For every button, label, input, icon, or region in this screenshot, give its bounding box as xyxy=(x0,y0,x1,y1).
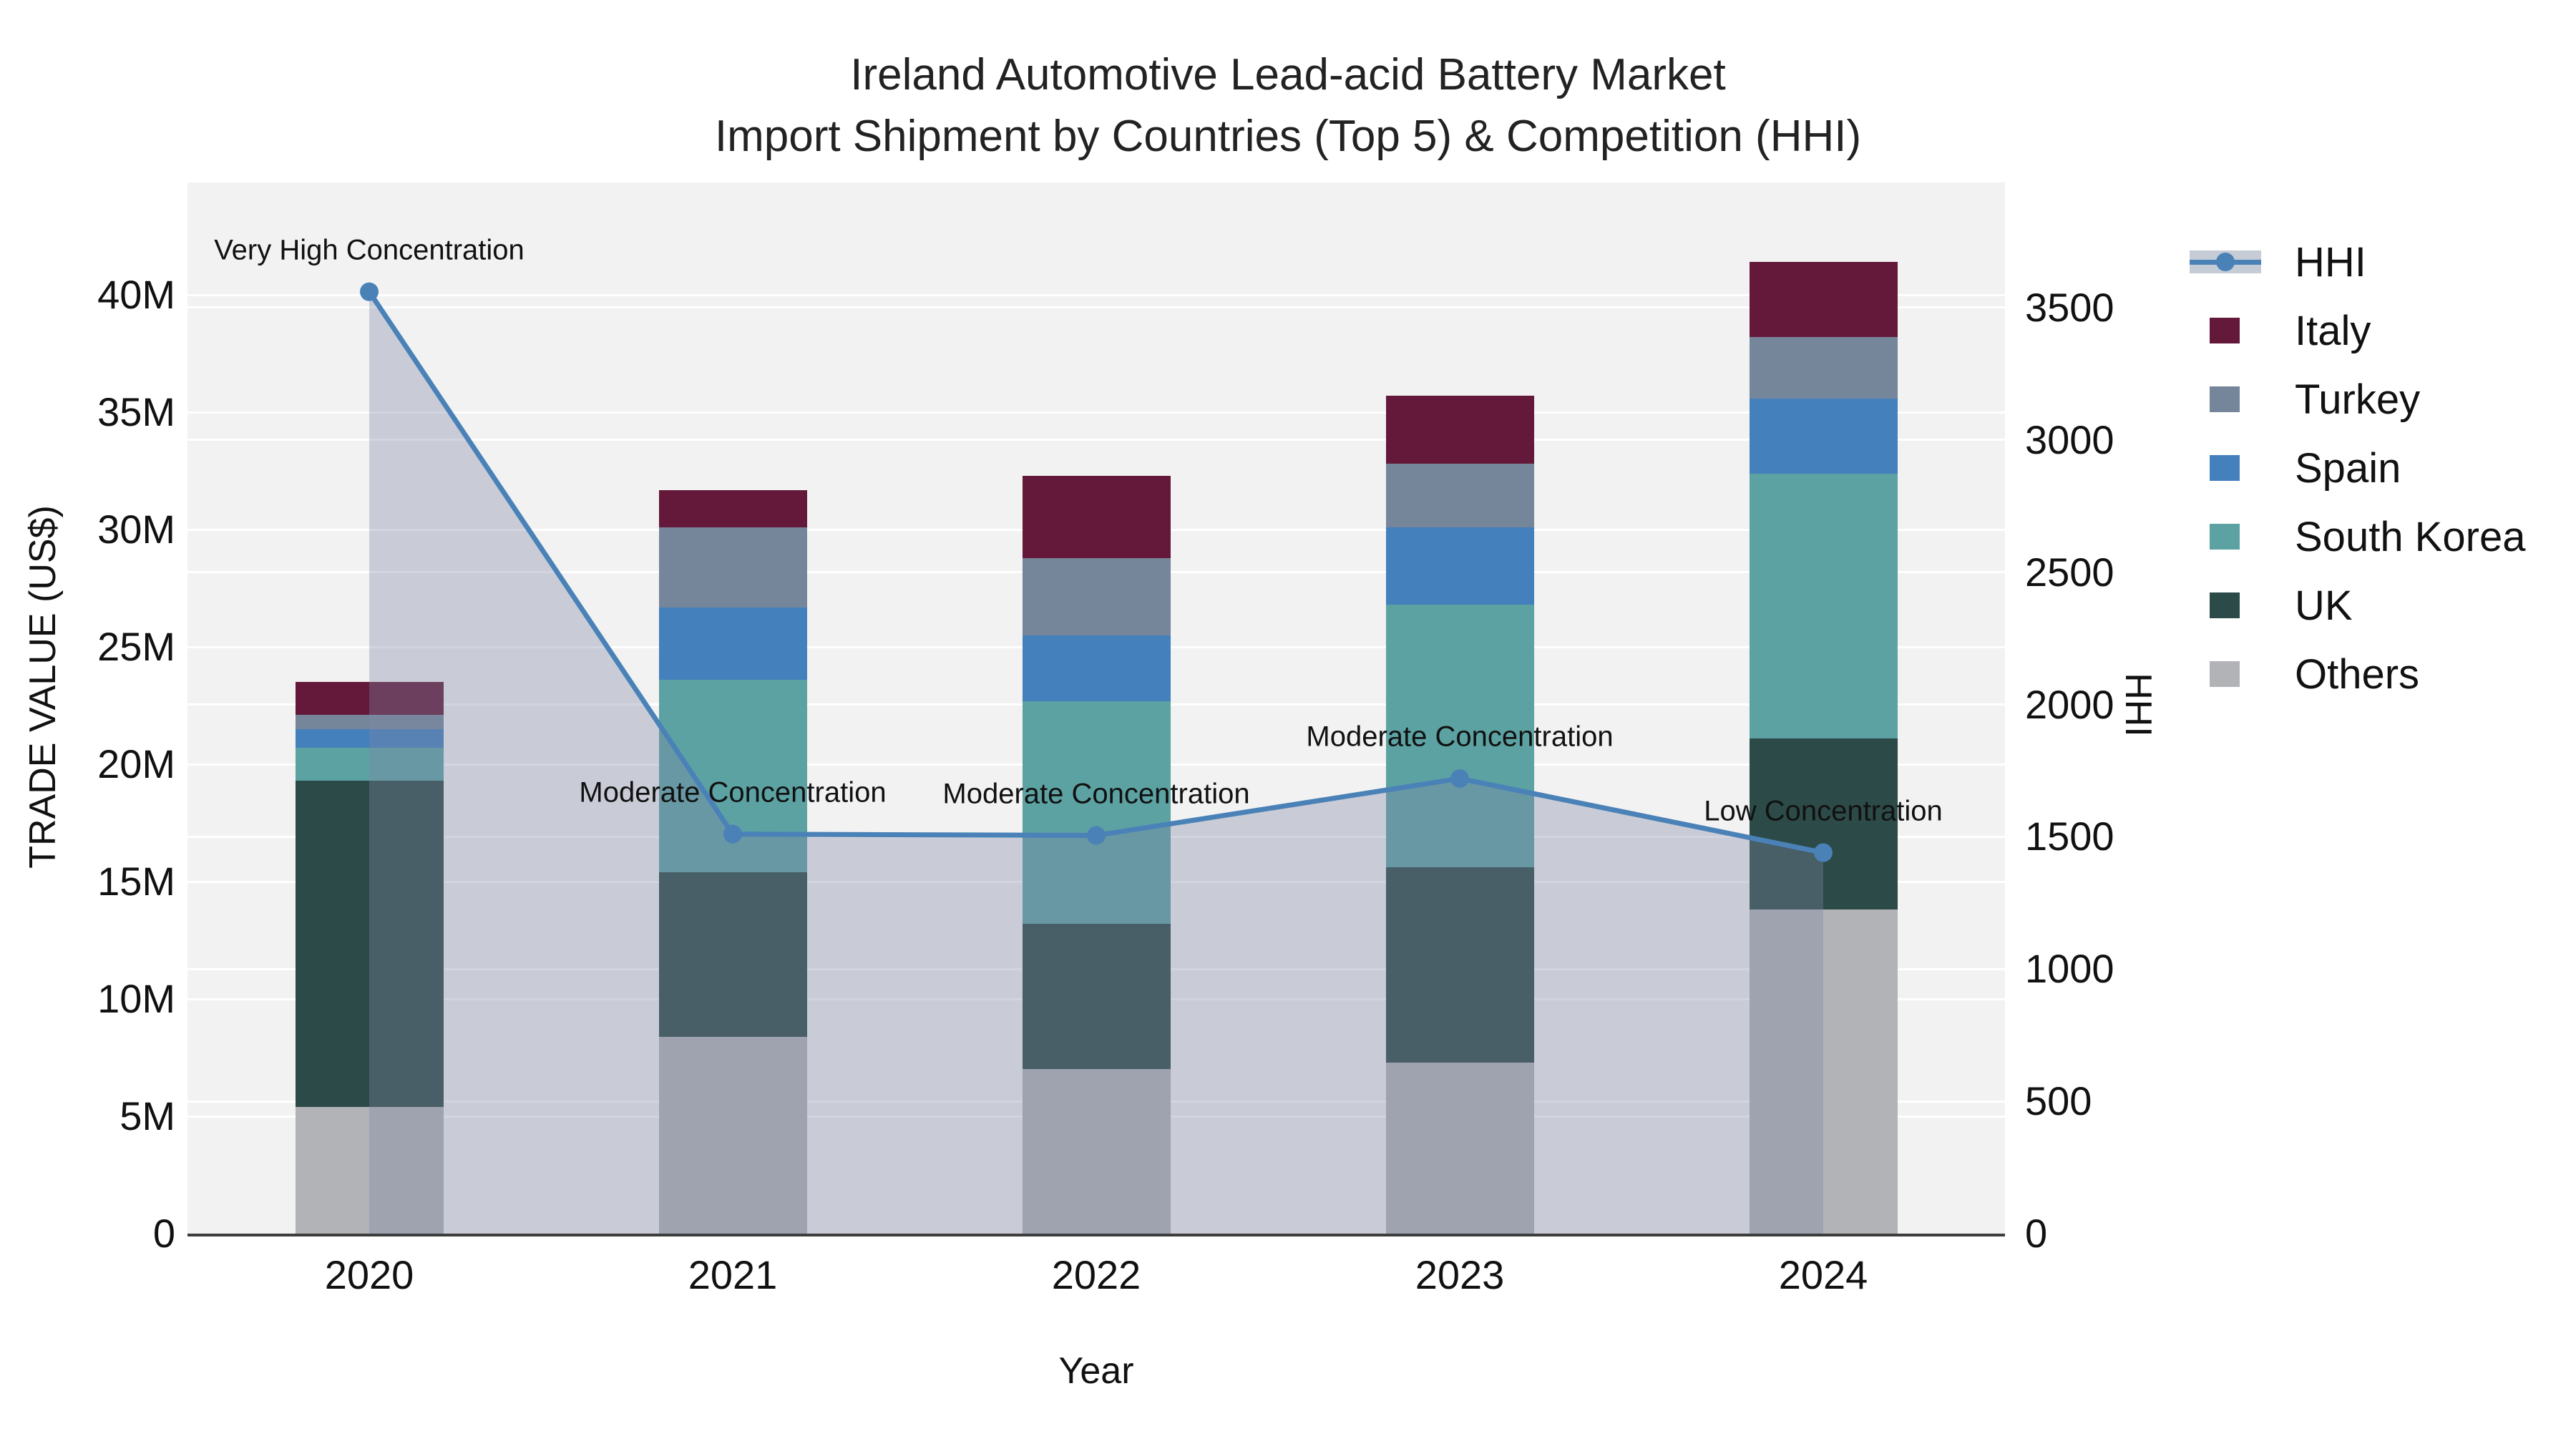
legend-label: South Korea xyxy=(2295,513,2526,560)
right-tick-1500: 1500 xyxy=(2025,814,2114,859)
right-tick-2000: 2000 xyxy=(2025,681,2114,727)
x-tick-2022: 2022 xyxy=(1051,1252,1141,1297)
left-tick-20M: 20M xyxy=(97,741,175,787)
bar-segment-turkey-2023 xyxy=(1385,464,1534,527)
legend-label: UK xyxy=(2295,582,2353,629)
bar-segment-spain-2022 xyxy=(1022,635,1171,701)
left-tick-0: 0 xyxy=(152,1211,175,1256)
bar-segment-spain-2021 xyxy=(658,607,807,680)
left-axis-title: TRADE VALUE (US$) xyxy=(22,505,64,869)
bar-segment-uk-2020 xyxy=(295,781,444,1107)
bar-segment-uk-2021 xyxy=(658,872,807,1037)
right-tick-2500: 2500 xyxy=(2025,549,2114,595)
bar-segment-others-2021 xyxy=(658,1036,807,1234)
legend-label: Turkey xyxy=(2295,376,2421,423)
bar-segment-uk-2022 xyxy=(1022,924,1171,1070)
left-tick-35M: 35M xyxy=(97,389,175,435)
x-axis-title: Year xyxy=(1058,1350,1134,1392)
right-tick-0: 0 xyxy=(2025,1211,2048,1256)
chart-title-line2: Import Shipment by Countries (Top 5) & C… xyxy=(714,112,1862,161)
legend-swatch-col xyxy=(2190,524,2279,550)
bar-segment-south-korea-2022 xyxy=(1022,701,1171,924)
x-tick-2024: 2024 xyxy=(1778,1252,1868,1297)
right-tick-3000: 3000 xyxy=(2025,416,2114,462)
bar-segment-others-2022 xyxy=(1022,1069,1171,1234)
right-tick-500: 500 xyxy=(2025,1078,2092,1124)
left-tick-25M: 25M xyxy=(97,624,175,670)
annotation-2022: Moderate Concentration xyxy=(942,778,1250,810)
legend-item-others[interactable]: Others xyxy=(2190,640,2525,708)
legend-color-swatch-icon xyxy=(2210,592,2240,618)
bar-segment-others-2023 xyxy=(1385,1062,1534,1234)
bar-segment-turkey-2020 xyxy=(295,715,444,729)
annotation-2021: Moderate Concentration xyxy=(579,776,887,809)
bar-segment-italy-2021 xyxy=(658,489,807,527)
legend: HHI Italy Turkey Spain South Korea UK Others xyxy=(2190,228,2525,708)
chart-title-line1: Ireland Automotive Lead-acid Battery Mar… xyxy=(850,50,1726,99)
bar-segment-south-korea-2020 xyxy=(295,748,444,781)
right-axis-title: HHI xyxy=(2117,673,2159,737)
left-tick-5M: 5M xyxy=(119,1093,175,1139)
bar-segment-spain-2024 xyxy=(1749,398,1898,474)
legend-swatch-col xyxy=(2190,250,2279,273)
legend-swatch-col xyxy=(2190,455,2279,481)
x-tick-2020: 2020 xyxy=(324,1252,414,1297)
annotation-2023: Moderate Concentration xyxy=(1306,721,1614,753)
bar-segment-italy-2020 xyxy=(295,682,444,716)
legend-swatch-col xyxy=(2190,318,2279,343)
bar-segment-others-2020 xyxy=(295,1106,444,1234)
bar-segment-italy-2023 xyxy=(1385,396,1534,464)
left-tick-10M: 10M xyxy=(97,976,175,1022)
gridline-right xyxy=(187,306,2005,309)
legend-color-swatch-icon xyxy=(2210,386,2240,412)
bar-segment-others-2024 xyxy=(1749,909,1898,1234)
legend-item-turkey[interactable]: Turkey xyxy=(2190,365,2525,434)
hhi-point-2020 xyxy=(360,282,379,301)
left-tick-30M: 30M xyxy=(97,507,175,552)
legend-color-swatch-icon xyxy=(2210,524,2240,550)
left-tick-15M: 15M xyxy=(97,859,175,904)
legend-item-italy[interactable]: Italy xyxy=(2190,296,2525,365)
legend-item-hhi[interactable]: HHI xyxy=(2190,228,2525,296)
annotation-2024: Low Concentration xyxy=(1704,795,1943,827)
bar-segment-italy-2024 xyxy=(1749,262,1898,338)
bar-segment-spain-2023 xyxy=(1385,527,1534,605)
legend-color-swatch-icon xyxy=(2210,455,2240,481)
annotation-2020: Very High Concentration xyxy=(214,234,525,266)
legend-swatch-col xyxy=(2190,661,2279,687)
legend-item-south-korea[interactable]: South Korea xyxy=(2190,502,2525,571)
right-tick-1000: 1000 xyxy=(2025,946,2114,992)
x-tick-2023: 2023 xyxy=(1415,1252,1505,1297)
bar-segment-south-korea-2024 xyxy=(1749,473,1898,739)
legend-label: Italy xyxy=(2295,307,2371,354)
left-tick-40M: 40M xyxy=(97,272,175,318)
bar-segment-italy-2022 xyxy=(1022,475,1171,558)
gridline-left xyxy=(187,411,2005,414)
plot-area: Very High Concentration Moderate Concentr… xyxy=(187,182,2005,1236)
hhi-swatch-dot xyxy=(2216,253,2235,271)
gridline-left xyxy=(187,293,2005,296)
legend-label: Others xyxy=(2295,650,2420,698)
legend-item-spain[interactable]: Spain xyxy=(2190,434,2525,502)
hhi-line-swatch-icon xyxy=(2190,250,2261,273)
gridline-right xyxy=(187,439,2005,441)
legend-item-uk[interactable]: UK xyxy=(2190,571,2525,640)
bar-segment-uk-2023 xyxy=(1385,867,1534,1063)
bar-segment-turkey-2024 xyxy=(1749,337,1898,399)
bar-segment-turkey-2021 xyxy=(658,527,807,608)
bar-segment-turkey-2022 xyxy=(1022,557,1171,635)
legend-color-swatch-icon xyxy=(2210,318,2240,343)
legend-label: Spain xyxy=(2295,444,2401,492)
legend-label: HHI xyxy=(2295,238,2366,286)
chart-title: Ireland Automotive Lead-acid Battery Mar… xyxy=(0,44,2576,167)
bar-segment-spain-2020 xyxy=(295,729,444,748)
legend-color-swatch-icon xyxy=(2210,661,2240,687)
right-tick-3500: 3500 xyxy=(2025,284,2114,330)
legend-swatch-col xyxy=(2190,386,2279,412)
legend-swatch-col xyxy=(2190,592,2279,618)
x-tick-2021: 2021 xyxy=(688,1252,778,1297)
